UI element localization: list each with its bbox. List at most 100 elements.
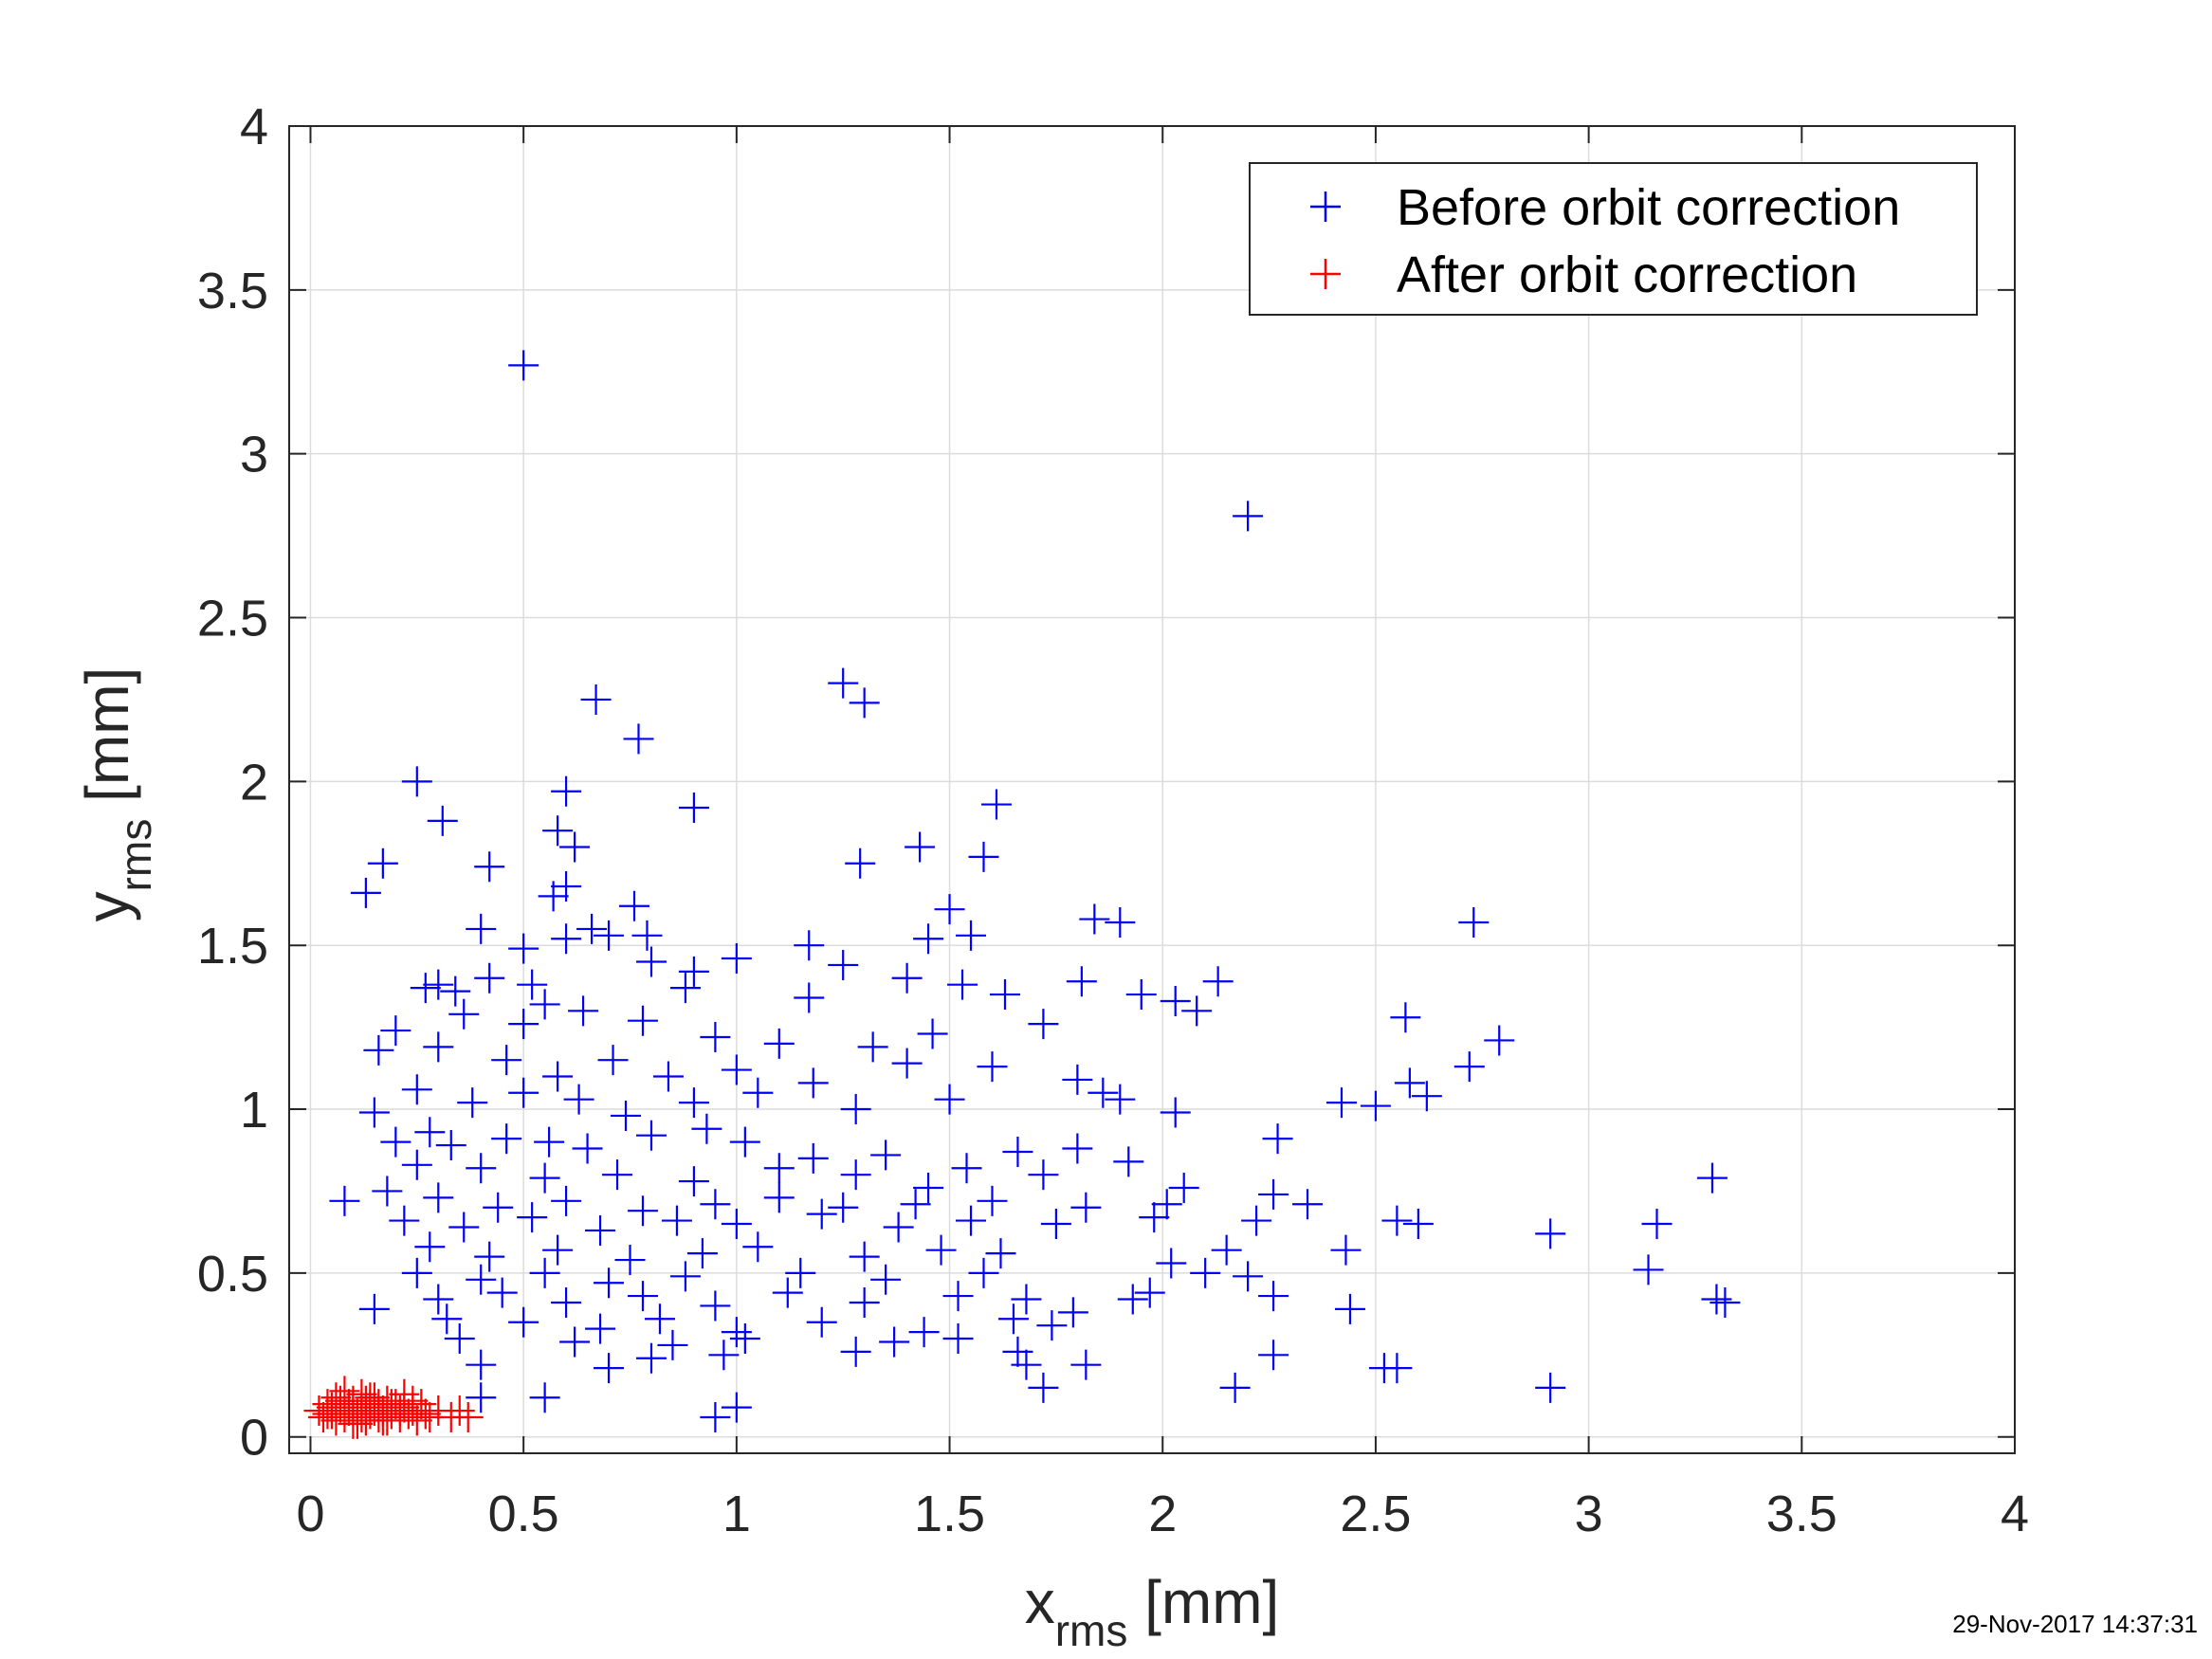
data-point [594,920,625,951]
data-point [700,1021,731,1052]
data-point [772,1277,803,1308]
data-point [466,1382,497,1413]
data-point [614,1245,646,1276]
data-point [542,815,574,847]
data-point [913,1173,944,1203]
data-point [367,1405,398,1436]
data-point [797,1142,829,1174]
data-point [891,1048,923,1079]
data-point [585,1214,616,1246]
data-point [900,1189,931,1220]
data-point [905,831,936,863]
data-point [691,1113,722,1144]
data-point [452,1401,484,1432]
data-point [1258,1178,1289,1210]
data-point [942,1281,974,1312]
data-point [466,1153,497,1184]
data-point [678,1087,709,1119]
data-point [1535,1372,1566,1403]
data-point [508,350,539,381]
data-point [794,982,825,1013]
data-point [997,1304,1029,1335]
x-tick-label: 1.5 [914,1486,985,1542]
data-point [840,1094,871,1125]
data-point [627,1195,658,1227]
data-point [721,1054,752,1085]
data-point [401,1405,432,1436]
data-point [594,1353,625,1384]
data-point [1105,1084,1136,1115]
data-point [431,1304,463,1335]
data-point [828,1192,859,1223]
data-point [1535,1218,1566,1249]
data-point [367,848,398,879]
data-point [1330,1234,1362,1266]
legend: Before orbit correction After orbit corr… [1249,162,1978,316]
data-point [517,1202,548,1233]
data-point [1402,1209,1434,1240]
data-point [1156,1248,1187,1279]
data-point [635,1342,667,1374]
data-point [669,973,701,1004]
data-point [423,1284,454,1315]
data-point [644,1304,675,1335]
data-point [700,1189,731,1220]
data-point [312,1398,343,1430]
data-point [466,1349,497,1380]
data-point [742,1077,774,1108]
data-point [840,1159,871,1191]
data-point [635,1120,667,1151]
data-point [372,1176,403,1207]
x-tick-label: 2 [1148,1486,1177,1542]
data-point [870,1139,902,1171]
data-point [1233,1261,1264,1292]
data-point [346,1401,377,1432]
data-point [508,1306,539,1338]
data-point [1292,1189,1324,1220]
data-point [1134,1277,1165,1308]
data-point [1484,1025,1515,1056]
data-point [721,943,752,975]
data-point [333,1389,364,1420]
data-point [568,995,599,1027]
data-point [845,848,876,879]
data-point [1028,1159,1059,1191]
data-point [602,1159,633,1191]
data-point [891,962,923,994]
data-point [1458,907,1490,938]
data-point [849,687,880,719]
legend-label-after: After orbit correction [1397,246,1857,303]
data-point [380,1015,411,1047]
data-point [1453,1051,1485,1083]
data-point [1028,1372,1059,1403]
data-point [1360,1090,1391,1121]
data-point [729,1323,760,1355]
data-point [491,1045,522,1076]
data-point [410,1398,441,1430]
data-point [580,684,612,715]
legend-box [1249,162,1978,316]
data-point [474,962,505,994]
data-point [977,1051,1008,1083]
data-point [1079,903,1110,935]
data-point [303,1395,335,1427]
data-point [529,989,560,1020]
x-tick-label: 3 [1575,1486,1603,1542]
x-tick-label: 0 [296,1486,324,1542]
timestamp: 29-Nov-2017 14:37:31 [1952,1610,2198,1638]
data-point [542,1234,574,1266]
data-point [1334,1293,1365,1324]
data-points [303,350,1741,1439]
data-point [563,1084,594,1115]
data-point [1641,1209,1673,1240]
y-tick-label: 1.5 [197,918,268,975]
data-point [623,723,654,755]
data-point [934,894,965,925]
x-tick-label: 2.5 [1340,1486,1411,1542]
data-point [508,1009,539,1040]
data-point [517,969,548,1000]
legend-label-before: Before orbit correction [1397,179,1900,236]
data-point [721,1317,752,1348]
data-point [1696,1162,1728,1194]
series-1 [303,1376,484,1439]
